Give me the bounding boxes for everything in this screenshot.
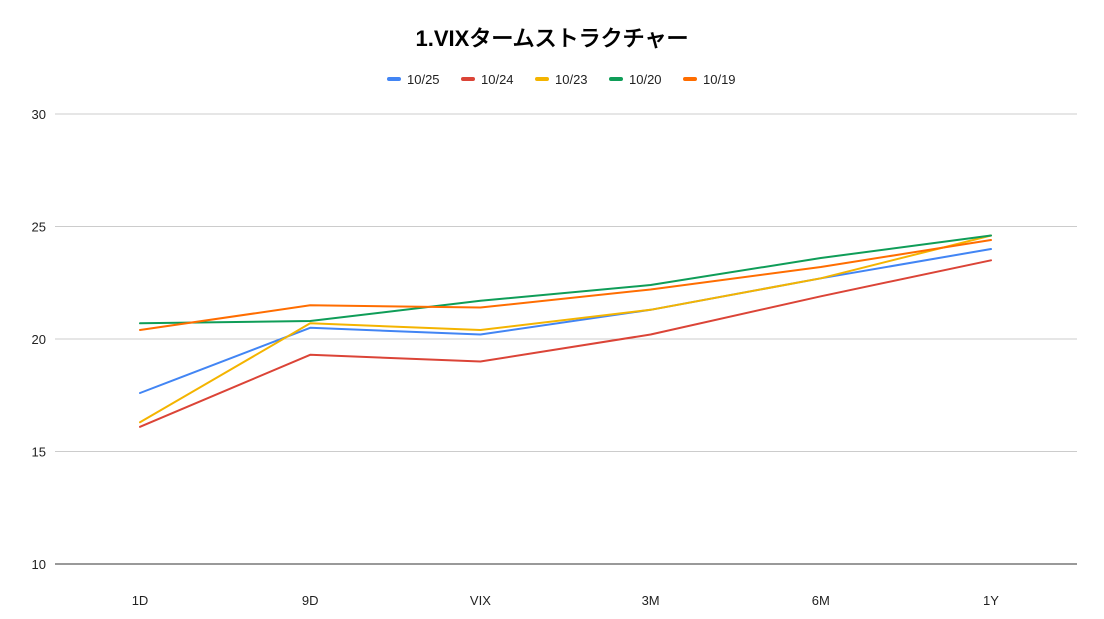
x-axis: 1D 9D VIX 3M 6M 1Y <box>132 593 1000 608</box>
legend-label: 10/20 <box>629 72 662 87</box>
legend-label: 10/23 <box>555 72 588 87</box>
y-tick-label: 15 <box>32 445 46 460</box>
y-tick-label: 10 <box>32 557 46 572</box>
legend-swatch <box>535 77 549 81</box>
y-tick-label: 25 <box>32 220 46 235</box>
x-tick-label: VIX <box>470 593 491 608</box>
series-line-10-24 <box>139 259 992 428</box>
legend-swatch <box>609 77 623 81</box>
legend-label: 10/19 <box>703 72 736 87</box>
series-line-10-20 <box>139 234 992 325</box>
legend-label: 10/25 <box>407 72 440 87</box>
y-tick-label: 20 <box>32 332 46 347</box>
chart-title: 1.VIXタームストラクチャー <box>416 26 689 51</box>
x-tick-label: 6M <box>812 593 830 608</box>
x-tick-label: 1Y <box>983 593 999 608</box>
legend: 10/25 10/24 10/23 10/20 10/19 <box>387 72 736 87</box>
series-line-10-19 <box>139 239 992 331</box>
legend-swatch <box>683 77 697 81</box>
x-tick-label: 1D <box>132 593 149 608</box>
gridlines <box>55 113 1077 565</box>
y-tick-label: 30 <box>32 107 46 122</box>
series-lines <box>139 234 992 428</box>
series-line-10-23 <box>139 234 992 424</box>
x-tick-label: 9D <box>302 593 319 608</box>
y-axis: 10 15 20 25 30 <box>32 107 46 572</box>
legend-swatch <box>461 77 475 81</box>
legend-label: 10/24 <box>481 72 514 87</box>
legend-swatch <box>387 77 401 81</box>
x-tick-label: 3M <box>642 593 660 608</box>
